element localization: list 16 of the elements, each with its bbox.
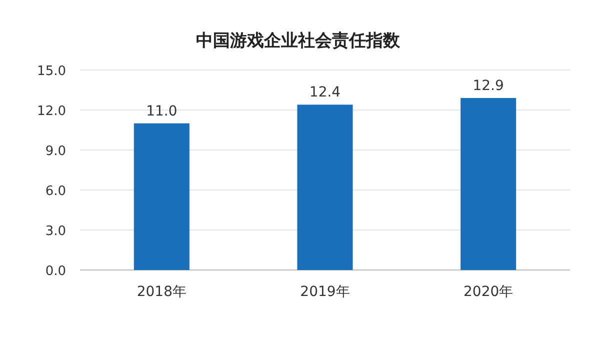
x-tick-label: 2019年 [300,284,350,300]
data-label: 11.0 [146,103,178,120]
y-tick-label: 15.0 [37,64,66,79]
bar [460,98,516,270]
y-tick-label: 12.0 [37,104,66,119]
x-tick-label: 2018年 [136,284,186,300]
x-tick-label: 2020年 [464,284,514,300]
data-label: 12.9 [472,78,504,94]
y-tick-label: 3.0 [45,224,66,239]
bar [134,123,190,270]
chart-title: 中国游戏企业社会责任指数 [196,31,401,51]
y-tick-label: 6.0 [45,184,66,199]
y-tick-label: 0.0 [45,264,66,279]
y-tick-label: 9.0 [45,144,66,159]
bar [297,104,353,270]
data-label: 12.4 [309,84,341,101]
